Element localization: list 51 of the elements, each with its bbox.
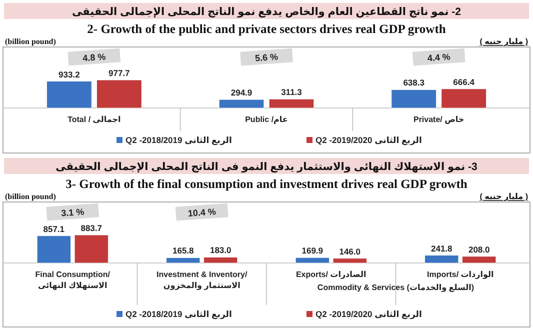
text: 3.1 %: [60, 206, 84, 218]
data-label: 638.3: [403, 78, 425, 88]
y-axis-title: (billion pound): [5, 37, 56, 46]
legend-label: Q2 -2019/2020 الربع الثانى: [316, 309, 422, 320]
data-label: 977.7: [108, 68, 130, 78]
data-label: 857.1: [43, 224, 65, 234]
bar: [36, 236, 71, 264]
text: 5.6 %: [254, 52, 278, 64]
legend-label: Q2 -2018/2019 الربع الثانى: [126, 309, 232, 320]
data-label: 294.9: [230, 88, 252, 98]
bar: [46, 81, 92, 108]
x-tick-label: Exports/ الصادرات: [296, 270, 367, 279]
bar: [462, 256, 496, 264]
chart-subtitle: 2- Growth of the public and private sectors drives real GDP growth: [87, 22, 446, 36]
bar: [166, 258, 200, 264]
x-tick-label: Imports/ الواردات: [426, 270, 494, 279]
text: 4.8 %: [82, 52, 106, 64]
data-label: 241.8: [430, 243, 453, 254]
x-tick-label: Private/ خاص: [413, 115, 464, 124]
x-tick-label: Total / اجمالى: [68, 115, 121, 124]
data-label: 146.0: [339, 246, 361, 256]
bar: [268, 98, 314, 108]
chart-subtitle: 3- Growth of the final consumption and investment drives real GDP growth: [66, 177, 468, 191]
chart-title: 2- نمو ناتج القطاعين العام والخاص يدفع نمو الناتج المحلى الإجمالى الحقيقى: [72, 6, 462, 18]
data-label: 933.2: [58, 69, 80, 80]
text: 4.4 %: [427, 52, 451, 64]
x-tick-label: Public /عام: [245, 115, 288, 124]
bar: [424, 255, 459, 264]
data-label: 208.0: [468, 244, 490, 254]
data-label: 183.0: [210, 245, 232, 256]
text: ( مليار جنيه ): [480, 192, 528, 201]
bar: [332, 258, 367, 264]
data-label: 883.7: [80, 223, 102, 233]
text: 10.4 %: [188, 206, 216, 218]
y-axis-title: (billion pound): [5, 192, 56, 201]
bar: [74, 234, 108, 264]
data-label: 666.4: [453, 76, 475, 87]
chart-title: 3- نمو الاستهلاك النهائى والاستثمار يدفع النمو فى الناتج المحلى الإجمالى الحقيقى: [56, 161, 478, 173]
bar: [441, 88, 486, 108]
data-label: 311.3: [281, 87, 302, 98]
x-axis-title: Commodity & Services (السلع والخدمات): [317, 283, 474, 292]
data-label: 165.8: [172, 246, 194, 256]
bar: [218, 99, 264, 108]
data-label: 169.9: [302, 246, 324, 256]
bar: [96, 80, 142, 108]
bar: [295, 257, 330, 264]
text: ( مليار جنيه ): [480, 37, 528, 46]
bar: [204, 257, 238, 264]
legend-label: Q2 -2018/2019 الربع الثانى: [126, 135, 232, 146]
legend-label: Q2 -2019/2020 الربع الثانى: [316, 135, 422, 146]
bar: [391, 90, 436, 108]
